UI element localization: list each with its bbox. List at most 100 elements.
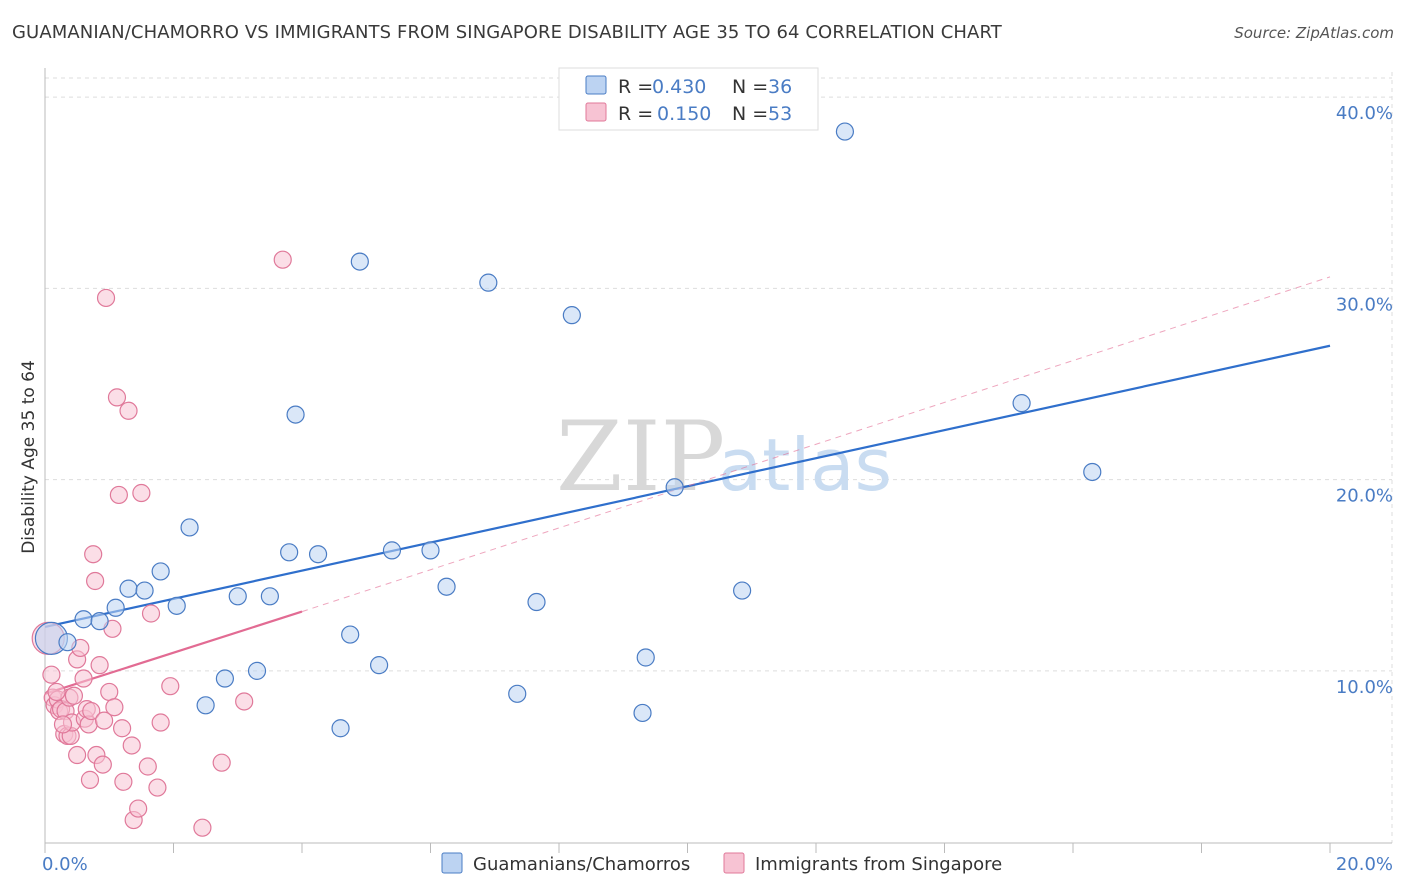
trend-line-0 <box>44 344 1331 628</box>
singapore-point-49 <box>235 692 254 711</box>
guamanian-point-9 <box>180 518 199 537</box>
singapore-point-15 <box>68 745 87 765</box>
bottom-legend-swatch-blue <box>441 852 463 874</box>
bottom-legend: Guamanians/Chamorros Immigrants from Sin… <box>441 852 1002 875</box>
singapore-point-23 <box>84 545 103 564</box>
singapore-point-21 <box>80 770 100 789</box>
guamanian-point-12 <box>228 587 247 606</box>
guamanian-point-18 <box>331 719 350 738</box>
guamanian-point-7 <box>151 562 170 581</box>
x-tick-label-1: 20.0% <box>1336 854 1393 875</box>
guamanian-point-1 <box>58 633 77 652</box>
singapore-point-30 <box>100 682 119 702</box>
guamanian-point-29 <box>636 648 655 667</box>
singapore-point-43 <box>141 604 161 623</box>
singapore-point-50 <box>273 250 292 269</box>
watermark-atlas: atlas <box>718 423 892 507</box>
singapore-point-26 <box>90 656 109 675</box>
gridlines <box>45 72 1393 843</box>
axes <box>44 68 1392 853</box>
bottom-legend-label-0: Guamanians/Chamorros <box>473 854 690 875</box>
singapore-point-28 <box>95 711 114 730</box>
guamanian-point-17 <box>308 545 328 564</box>
guamanian-point-31 <box>665 478 684 497</box>
y-tick-label-0: 10.0% <box>1336 677 1393 698</box>
singapore-point-37 <box>119 401 138 420</box>
guamanian-point-24 <box>437 577 456 596</box>
singapore-point-13 <box>64 686 84 705</box>
y-tick-labels: 10.0% 20.0% 30.0% 40.0% <box>1336 103 1393 698</box>
singapore-point-17 <box>74 669 93 688</box>
guamanian-point-11 <box>215 669 234 688</box>
guamanian-point-27 <box>527 592 546 612</box>
bottom-legend-swatch-pink <box>723 852 745 874</box>
guamanian-point-4 <box>106 598 125 617</box>
singapore-point-47 <box>193 818 212 837</box>
guamanian-point-21 <box>370 656 389 675</box>
singapore-point-46 <box>161 677 180 696</box>
singapore-point-27 <box>93 755 112 774</box>
top-legend: R = 0.430 N = 36 R = 0.150 N = 53 <box>558 67 819 131</box>
y-tick-label-1: 20.0% <box>1336 486 1393 507</box>
x-tick-label-0: 0.0% <box>42 854 88 875</box>
legend-n-label-1: N = <box>732 103 768 125</box>
guamanian-point-15 <box>280 543 299 562</box>
singapore-point-41 <box>132 483 151 503</box>
guamanian-point-23 <box>421 541 440 560</box>
singapore-point-29 <box>96 288 116 308</box>
legend-r-value-1: 0.150 <box>657 103 711 125</box>
legend-r-label-0: R = <box>618 76 653 98</box>
guamanian-point-20 <box>350 252 369 271</box>
chart-source: Source: ZipAtlas.com <box>1234 24 1394 42</box>
guamanian-point-33 <box>835 122 855 141</box>
singapore-point-40 <box>129 799 148 818</box>
singapore-point-52 <box>47 682 66 702</box>
guamanian-point-35 <box>1083 462 1102 482</box>
guamanian-point-19 <box>341 625 360 644</box>
guamanian-point-3 <box>90 612 109 631</box>
x-tick-labels: 0.0% 20.0% <box>42 854 1393 875</box>
singapore-point-32 <box>105 698 124 717</box>
watermark-zip: ZIP <box>556 401 725 513</box>
bottom-legend-label-1: Immigrants from Singapore <box>755 854 1002 875</box>
guamanian-point-8 <box>167 596 186 615</box>
guamanian-point-34 <box>1012 394 1031 413</box>
legend-swatch-pink <box>585 102 607 122</box>
trend-line-2 <box>301 276 1331 613</box>
guamanian-point-6 <box>135 581 154 600</box>
guamanian-point-26 <box>508 684 527 703</box>
legend-n-value-0: 36 <box>768 76 792 98</box>
singapore-point-34 <box>109 485 128 505</box>
singapore-point-22 <box>82 701 101 721</box>
singapore-point-42 <box>138 757 157 776</box>
chart-title: GUAMANIAN/CHAMORRO VS IMMIGRANTS FROM SI… <box>12 22 1002 43</box>
guamanian-point-10 <box>196 696 215 715</box>
singapore-point-45 <box>151 713 170 732</box>
guamanian-point-22 <box>382 541 402 560</box>
singapore-point-48 <box>212 753 231 772</box>
y-tick-label-3: 40.0% <box>1336 103 1393 124</box>
guamanian-point-13 <box>247 661 267 680</box>
singapore-point-51 <box>53 715 73 734</box>
guamanian-point-16 <box>286 405 305 424</box>
singapore-point-35 <box>112 719 132 738</box>
singapore-point-1 <box>42 665 61 684</box>
singapore-point-38 <box>122 736 141 755</box>
guamanian-point-25 <box>479 273 498 292</box>
guamanian-point-30 <box>633 703 652 723</box>
legend-r-value-0: 0.430 <box>652 76 706 98</box>
guamanian-point-14 <box>260 587 279 606</box>
legend-n-value-1: 53 <box>768 103 792 125</box>
legend-swatch-blue <box>585 75 607 95</box>
guamanian-point-2 <box>74 610 93 629</box>
guamanian-point-5 <box>119 579 138 598</box>
y-axis-label: Disability Age 35 to 64 <box>19 360 39 554</box>
y-tick-label-2: 30.0% <box>1336 294 1393 315</box>
guamanian-point-28 <box>562 306 581 325</box>
singapore-point-44 <box>148 778 167 797</box>
trend-lines <box>44 276 1331 695</box>
series-immigrants-from-singapore <box>31 250 292 837</box>
watermark: ZIP atlas <box>556 401 892 513</box>
series-guamanians-chamorros <box>34 122 1102 738</box>
